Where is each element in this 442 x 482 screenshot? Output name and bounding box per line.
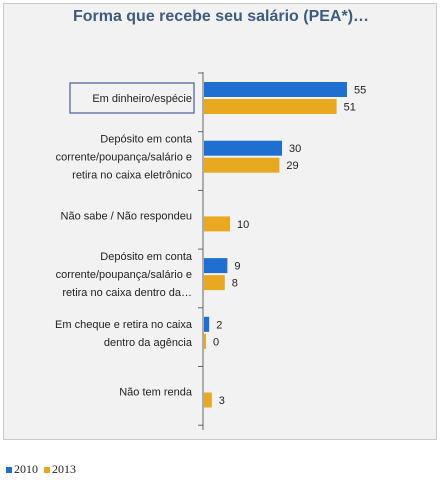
chart-title: Forma que recebe seu salário (PEA*)… <box>72 8 370 25</box>
bar-2010 <box>204 82 347 97</box>
legend-item-2013: 2013 <box>44 462 76 477</box>
category-label: Não sabe / Não respondeu <box>61 210 192 222</box>
bar-2013 <box>204 333 206 349</box>
data-label-2013: 3 <box>219 395 225 407</box>
category-label-line: corrente/poupança/salário e <box>56 152 192 164</box>
data-label-2010: 30 <box>289 143 301 155</box>
category-label: Em cheque e retira no caixa dentro da agê… <box>55 319 193 349</box>
category-label-line: dentro da agência <box>104 337 193 349</box>
category-label: Não tem renda <box>119 387 193 399</box>
category-label-line: Em cheque e retira no caixa <box>55 319 193 331</box>
category-label-line: retira no caixa eletrônico <box>72 170 192 182</box>
data-label-2013: 51 <box>344 102 356 114</box>
data-label-2010: 9 <box>234 261 240 273</box>
bar-2013 <box>204 392 212 408</box>
category-label-line: corrente/poupança/salário e <box>56 269 192 281</box>
category-label-line: Não tem renda <box>119 387 193 399</box>
category-label: Depósito em conta corrente/poupança/salár… <box>56 134 193 182</box>
bar-2010 <box>204 258 228 274</box>
data-label-2013: 29 <box>286 160 298 172</box>
data-label-2013: 0 <box>213 336 219 348</box>
category-label-line: Depósito em conta <box>100 134 193 146</box>
bar-chart: Em dinheiro/espécie 55 51 Depósito em conta… <box>55 72 366 430</box>
legend-swatch-2013 <box>44 466 50 473</box>
legend-swatch-2010 <box>6 466 12 473</box>
data-label-2010: 2 <box>216 319 222 331</box>
bar-2013 <box>204 275 225 291</box>
data-label-2013: 10 <box>237 219 249 231</box>
category-label-line: retira no caixa dentro da… <box>62 287 192 299</box>
category-label-line: Em dinheiro/espécie <box>92 93 192 105</box>
data-label-2010: 55 <box>354 85 366 97</box>
category-label-line: Depósito em conta <box>100 251 193 263</box>
legend-label-2013: 2013 <box>52 462 76 476</box>
bar-2010 <box>204 140 282 156</box>
category-label: Depósito em conta corrente/poupança/salár… <box>56 251 193 299</box>
legend-label-2010: 2010 <box>14 462 38 476</box>
category-highlight-box <box>69 82 195 114</box>
legend: 2010 2013 <box>6 462 82 477</box>
bar-2013 <box>204 99 337 114</box>
data-label-2013: 8 <box>232 278 238 290</box>
bar-2013 <box>204 216 230 232</box>
legend-item-2010: 2010 <box>6 462 38 477</box>
bar-2010 <box>204 316 210 332</box>
category-label-line: Não sabe / Não respondeu <box>61 210 192 222</box>
category-label: Em dinheiro/espécie <box>92 93 192 105</box>
bar-2013 <box>204 157 280 173</box>
